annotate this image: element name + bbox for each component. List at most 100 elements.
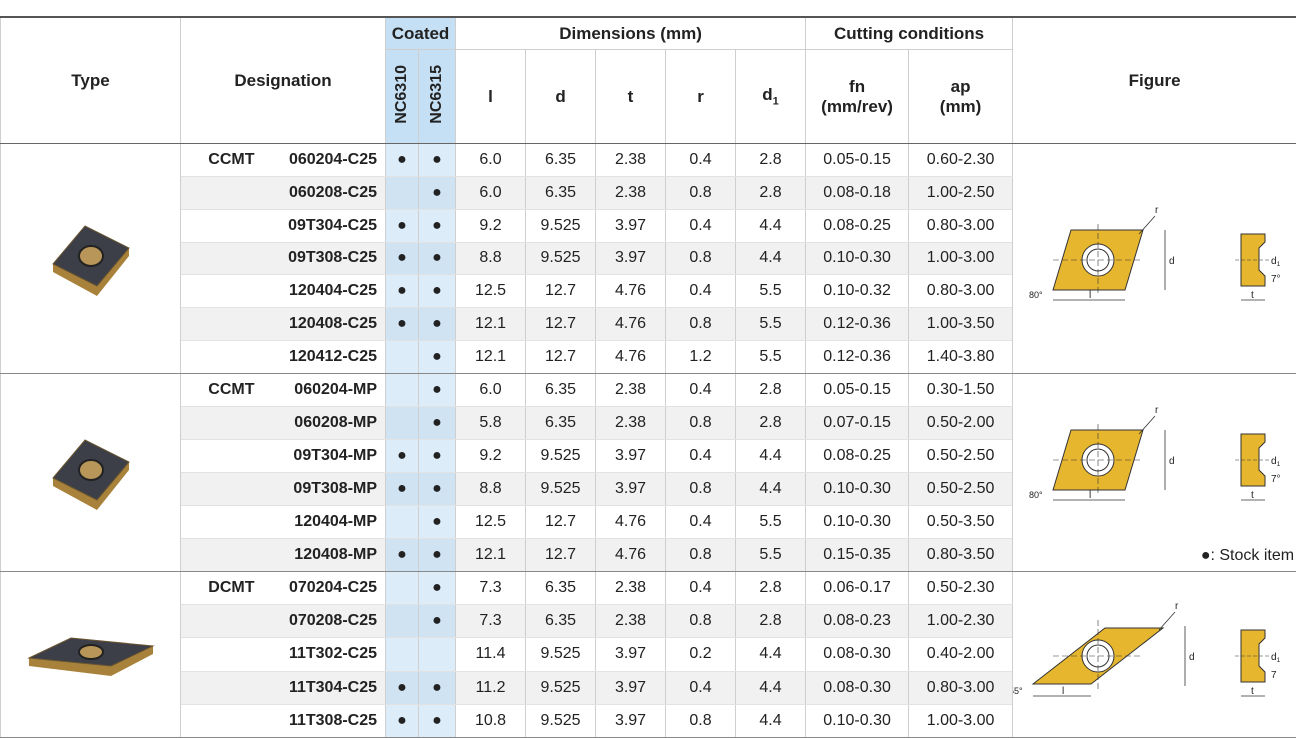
designation: 11T302-C25	[261, 638, 386, 671]
grade-mark	[386, 407, 419, 440]
designation: 070208-C25	[261, 605, 386, 638]
grade-mark: ●	[419, 209, 456, 242]
sub: 1	[1277, 261, 1281, 268]
prefix: CCMT	[181, 374, 261, 407]
fn: 0.10-0.30	[806, 473, 909, 506]
label-t: t	[1251, 686, 1254, 697]
cutting-header: Cutting conditions	[806, 17, 1013, 50]
dim-r: 0.8	[666, 704, 736, 737]
ap: 0.80-3.00	[909, 275, 1013, 308]
dim-header: l	[456, 50, 526, 144]
label-l: l	[1089, 490, 1091, 501]
designation: 09T308-MP	[261, 473, 386, 506]
grade-header: NC6315	[419, 50, 456, 144]
prefix	[181, 209, 261, 242]
ap-line: ap	[909, 77, 1012, 97]
fn: 0.08-0.30	[806, 638, 909, 671]
fn-header: fn(mm/rev)	[806, 50, 909, 144]
ap: 0.80-3.50	[909, 539, 1013, 572]
designation: 09T304-MP	[261, 440, 386, 473]
dim-r: 0.8	[666, 242, 736, 275]
dim-r: 0.2	[666, 638, 736, 671]
dim-r: 0.8	[666, 176, 736, 209]
dim-header: t	[596, 50, 666, 144]
fn: 0.08-0.25	[806, 209, 909, 242]
insert-hole	[79, 460, 103, 480]
dim-r: 0.8	[666, 407, 736, 440]
dim-l: 12.1	[456, 308, 526, 341]
fn: 0.10-0.30	[806, 506, 909, 539]
prefix	[181, 308, 261, 341]
designation: 120412-C25	[261, 341, 386, 374]
ap: 0.80-3.00	[909, 209, 1013, 242]
grade-mark: ●	[386, 704, 419, 737]
ap: 0.50-2.50	[909, 440, 1013, 473]
dim-t: 3.97	[596, 473, 666, 506]
prefix	[181, 671, 261, 704]
grade-mark: ●	[386, 242, 419, 275]
grade-header: NC6310	[386, 50, 419, 144]
grade-mark: ●	[386, 275, 419, 308]
prefix	[181, 176, 261, 209]
dim-header: d1	[736, 50, 806, 144]
label-d1: d1	[1271, 652, 1281, 664]
dim-d1: 2.8	[736, 374, 806, 407]
dim-d: 12.7	[526, 341, 596, 374]
base: d	[762, 85, 772, 104]
designation: 060208-C25	[261, 176, 386, 209]
fn: 0.10-0.32	[806, 275, 909, 308]
dim-t: 4.76	[596, 308, 666, 341]
dim-d: 6.35	[526, 144, 596, 177]
fn: 0.07-0.15	[806, 407, 909, 440]
dim-l: 12.5	[456, 275, 526, 308]
insert-photo	[1, 144, 181, 368]
prefix	[181, 440, 261, 473]
grade-mark: ●	[386, 209, 419, 242]
prefix: DCMT	[181, 572, 261, 605]
prefix	[181, 539, 261, 572]
r-leader	[1139, 416, 1155, 434]
sub: 1	[1277, 657, 1281, 664]
designation: 11T308-C25	[261, 704, 386, 737]
dim-l: 8.8	[456, 242, 526, 275]
dim-d: 12.7	[526, 539, 596, 572]
r-leader	[1139, 216, 1155, 234]
ap: 0.50-2.30	[909, 572, 1013, 605]
dim-r: 0.4	[666, 209, 736, 242]
dim-r: 0.4	[666, 506, 736, 539]
insert-hole	[79, 246, 103, 266]
grade-mark: ●	[419, 704, 456, 737]
dim-d1: 2.8	[736, 605, 806, 638]
grade-mark: ●	[419, 671, 456, 704]
label-side-angle: 7°	[1271, 274, 1281, 285]
dim-l: 12.1	[456, 539, 526, 572]
dim-d: 6.35	[526, 176, 596, 209]
dim-d1: 4.4	[736, 242, 806, 275]
dim-d1: 4.4	[736, 704, 806, 737]
fn: 0.12-0.36	[806, 341, 909, 374]
dim-r: 0.4	[666, 275, 736, 308]
dim-l: 6.0	[456, 176, 526, 209]
fn: 0.08-0.23	[806, 605, 909, 638]
grade-mark	[386, 638, 419, 671]
prefix	[181, 704, 261, 737]
grade-mark: ●	[419, 308, 456, 341]
dim-d1: 2.8	[736, 572, 806, 605]
dim-d1: 2.8	[736, 144, 806, 177]
dim-d: 12.7	[526, 506, 596, 539]
dim-d: 6.35	[526, 605, 596, 638]
dim-d: 6.35	[526, 407, 596, 440]
grade-mark: ●	[419, 374, 456, 407]
dim-d: 6.35	[526, 374, 596, 407]
dim-d1: 4.4	[736, 440, 806, 473]
fn: 0.10-0.30	[806, 704, 909, 737]
dim-d1: 4.4	[736, 209, 806, 242]
dim-d1: 2.8	[736, 407, 806, 440]
ap: 0.80-3.00	[909, 671, 1013, 704]
dim-d: 9.525	[526, 671, 596, 704]
